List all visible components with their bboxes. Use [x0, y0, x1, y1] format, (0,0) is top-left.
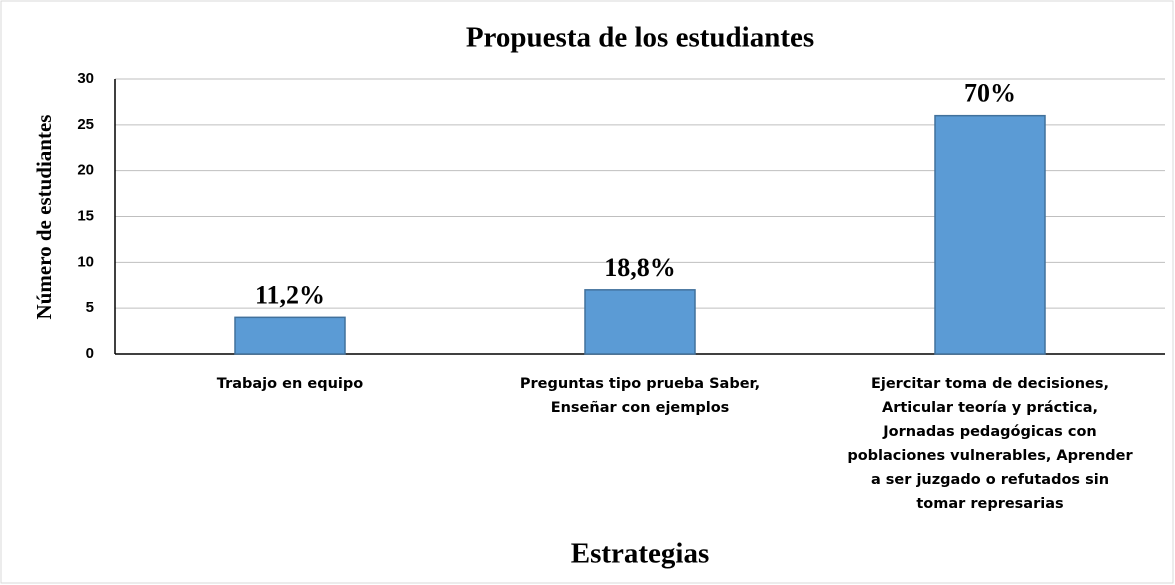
y-tick-label: 20 — [77, 162, 94, 179]
y-tick-label: 10 — [77, 253, 94, 270]
bar-annotation: 11,2% — [255, 280, 325, 309]
y-tick-label: 15 — [77, 207, 94, 224]
x-tick-label: Trabajo en equipo — [216, 376, 364, 392]
y-tick-label: 25 — [77, 116, 94, 133]
y-tick-label: 0 — [86, 345, 94, 362]
bar-annotation: 18,8% — [604, 253, 676, 282]
x-axis-label: Estrategias — [571, 538, 710, 570]
x-tick-label: Preguntas tipo prueba Saber, Enseñar con… — [519, 376, 761, 416]
bar-annotation: 70% — [964, 79, 1016, 108]
y-axis-label: Número de estudiantes — [32, 115, 56, 320]
x-tick-label: Ejercitar toma de decisiones, Articular … — [847, 376, 1133, 512]
bar — [234, 316, 346, 355]
bar — [584, 289, 696, 355]
y-tick-label: 5 — [86, 299, 94, 316]
y-tick-label: 30 — [77, 70, 94, 87]
bar — [934, 114, 1046, 355]
chart-title: Propuesta de los estudiantes — [466, 22, 814, 54]
